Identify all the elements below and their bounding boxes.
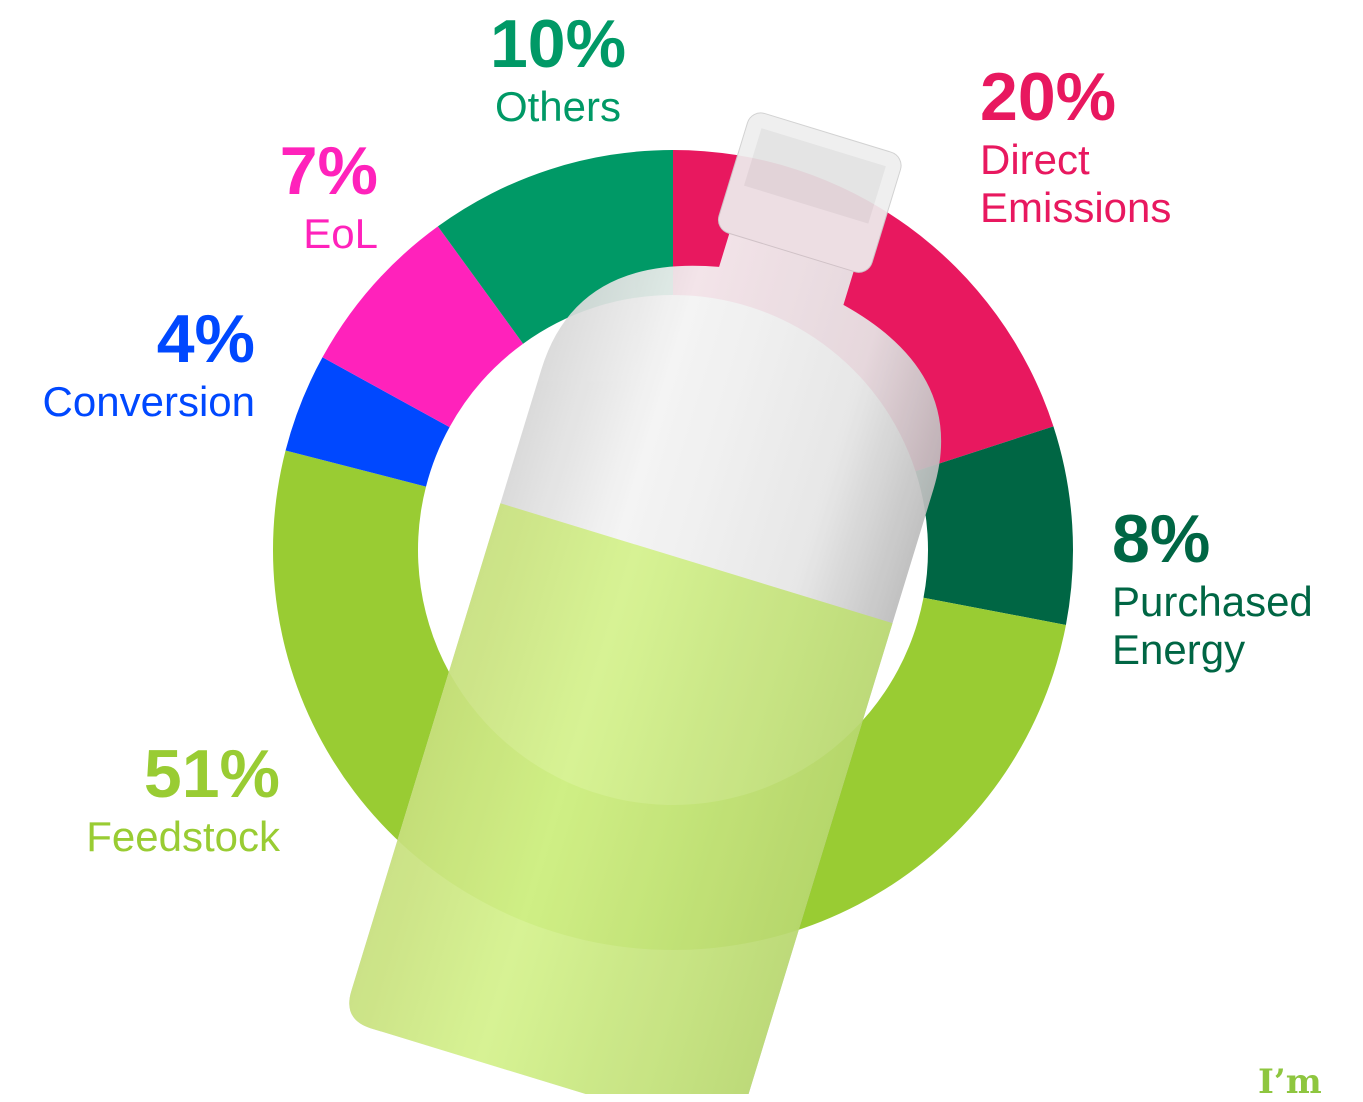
category-label: EoL (200, 210, 378, 258)
slice-label: 8%Purchased Energy (1112, 500, 1352, 675)
category-label: Direct Emissions (980, 136, 1220, 233)
value-label: 8% (1112, 500, 1352, 578)
category-label: Others (440, 83, 676, 131)
slice-label: 4%Conversion (0, 300, 255, 426)
value-label: 4% (0, 300, 255, 378)
value-label: 51% (20, 735, 280, 813)
slice-label: 10%Others (440, 5, 676, 131)
slice-label: 7%EoL (200, 132, 378, 258)
slice-label: 20%Direct Emissions (980, 58, 1220, 233)
category-label: Feedstock (20, 813, 280, 861)
value-label: 10% (440, 5, 676, 83)
logo: I’m (1258, 1062, 1322, 1102)
category-label: Purchased Energy (1112, 578, 1352, 675)
page: 20%Direct Emissions 8%Purchased Energy 51%… (0, 0, 1363, 1094)
slice-label: 51%Feedstock (20, 735, 280, 861)
value-label: 7% (200, 132, 378, 210)
category-label: Conversion (0, 378, 255, 426)
value-label: 20% (980, 58, 1220, 136)
